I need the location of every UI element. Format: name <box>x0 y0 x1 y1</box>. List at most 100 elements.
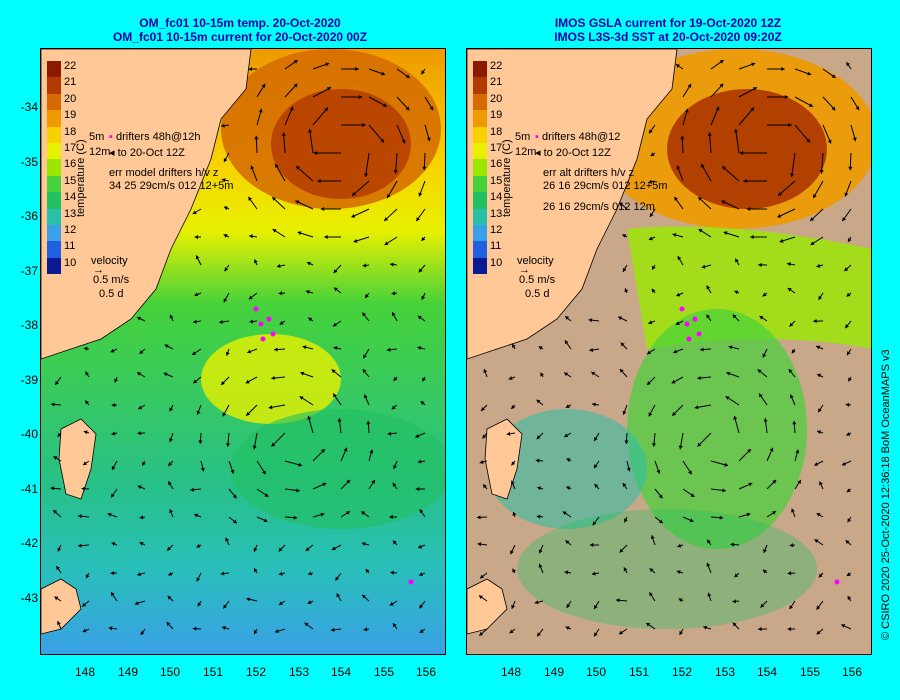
current-vector-head <box>363 354 367 359</box>
current-vector-head <box>364 173 369 177</box>
current-vector-head <box>564 433 569 438</box>
current-vector-head <box>697 375 701 381</box>
current-vector-head <box>392 482 397 487</box>
current-vector-head <box>110 571 115 576</box>
current-vector-head <box>748 482 753 487</box>
current-vector-head <box>78 543 82 548</box>
current-vector-head <box>253 568 258 573</box>
current-vector-head <box>307 415 312 420</box>
colorbar-unit: temperature (C) <box>501 139 513 217</box>
right-map-layer <box>467 49 871 654</box>
current-vector-head <box>591 571 596 576</box>
current-vector-head <box>649 129 653 134</box>
current-vector-head <box>219 319 223 325</box>
current-vector-head <box>421 295 426 300</box>
current-vector-head <box>337 418 342 422</box>
drifter-marker <box>408 579 414 585</box>
current-vector-head <box>734 290 739 295</box>
current-vector-head <box>137 431 142 436</box>
current-vector-head <box>258 108 263 113</box>
current-vector-head <box>845 402 850 407</box>
current-vector-head <box>538 346 543 350</box>
current-vector-head <box>50 486 55 491</box>
current-vector-head <box>223 298 228 303</box>
current-vector-head <box>534 600 539 605</box>
current-vector-head <box>246 411 251 416</box>
current-vector-head <box>781 66 785 72</box>
current-vector-head <box>222 412 227 417</box>
left-map-panel[interactable]: 22 21 20 19 18 17 16 15 14 13 12 11 10 t… <box>40 48 446 655</box>
current-vector-head <box>651 288 656 293</box>
current-vector-head <box>417 315 422 320</box>
current-vector-head <box>380 138 385 143</box>
current-vector-head <box>624 440 629 444</box>
colorbar <box>473 61 487 275</box>
current-vector-head <box>652 265 656 270</box>
current-vector-head <box>848 377 852 382</box>
current-vector-head <box>278 291 283 296</box>
current-vector-head <box>382 103 387 107</box>
current-vector-head <box>167 595 172 600</box>
colorbar-tick: 19 <box>64 109 77 121</box>
current-vector-head <box>225 351 230 356</box>
current-vector-head <box>726 371 731 376</box>
current-vector-head <box>671 379 676 384</box>
current-vector-head <box>594 483 599 488</box>
current-vector-head <box>844 192 849 197</box>
x-tick-label: 148 <box>74 665 96 679</box>
current-vector-head <box>365 569 370 573</box>
current-vector-head <box>421 236 426 241</box>
current-vector-head <box>846 572 851 576</box>
current-vector-head <box>293 83 298 88</box>
x-tick-label: 156 <box>415 665 437 679</box>
current-vector-head <box>656 469 661 474</box>
current-vector-head <box>535 458 540 463</box>
current-vector-head <box>624 288 629 293</box>
colorbar-tick: 17 <box>490 142 503 154</box>
current-vector-head <box>791 349 796 354</box>
current-vector-head <box>647 381 651 385</box>
current-vector-head <box>362 594 367 599</box>
current-vector-head <box>330 627 335 632</box>
error-stats-line2: 26 16 29cm/s 012 12+5m <box>543 180 668 192</box>
colorbar-tick: 13 <box>64 208 77 220</box>
current-vector-head <box>538 563 543 568</box>
y-tick-label: -40 <box>20 427 38 441</box>
current-vector-head <box>252 445 257 450</box>
current-vector-head <box>192 210 197 214</box>
current-vector-head <box>107 512 112 517</box>
current-vector-head <box>254 135 259 140</box>
current-vector-head <box>847 518 852 523</box>
x-tick-label: 149 <box>543 665 565 679</box>
current-vector-head <box>725 396 730 400</box>
current-vector-head <box>763 418 768 422</box>
current-vector-head <box>622 234 627 238</box>
current-vector-head <box>846 292 851 297</box>
current-vector-head <box>232 494 237 499</box>
current-vector-head <box>707 132 712 136</box>
drifter-marker <box>266 316 272 322</box>
current-vector-head <box>54 596 59 601</box>
left-current-vectors <box>50 59 434 636</box>
current-vector-head <box>672 233 677 238</box>
current-vector-head <box>333 346 338 351</box>
current-vector-head <box>249 319 254 324</box>
current-vector-head <box>537 486 542 491</box>
right-map-panel[interactable]: 22 21 20 19 18 17 16 15 14 13 12 11 10 t… <box>466 48 872 655</box>
current-vector-head <box>111 402 116 408</box>
current-vector-head <box>566 486 571 491</box>
southern-water <box>517 509 817 629</box>
current-vector-head <box>649 212 654 217</box>
current-vector-head <box>619 202 624 207</box>
current-vector-head <box>392 540 397 545</box>
warm-filament <box>201 334 341 424</box>
current-vector-head <box>626 467 631 472</box>
current-vector-head <box>417 346 422 351</box>
current-vector-head <box>271 375 275 381</box>
current-vector-head <box>564 372 569 377</box>
current-vector-head <box>276 263 281 269</box>
current-vector-head <box>689 518 694 523</box>
current-vector-head <box>841 624 846 628</box>
current-vector-head <box>320 206 325 212</box>
current-vector-head <box>752 87 757 91</box>
